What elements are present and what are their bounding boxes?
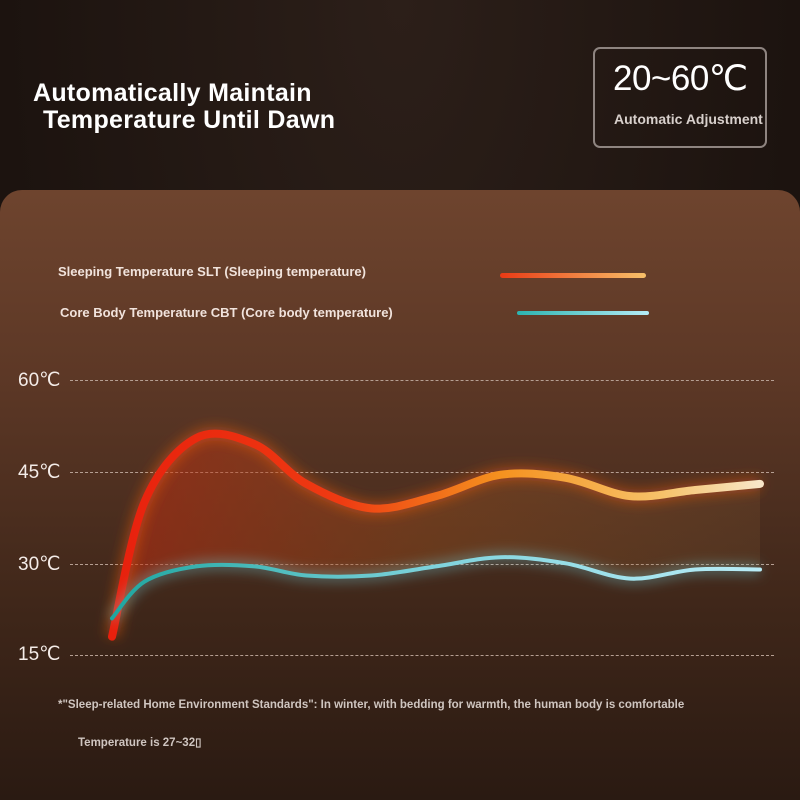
headline-line-2: Temperature Until Dawn — [43, 106, 336, 134]
legend-label-cbt: Core Body Temperature CBT (Core body tem… — [60, 305, 393, 320]
cbt-series-line — [110, 555, 762, 621]
y-tick-label-15: 15℃ — [18, 644, 61, 665]
slt-series-line — [108, 429, 764, 641]
y-tick-label-30: 30℃ — [18, 554, 61, 575]
headline: Automatically Maintain Temperature Until… — [33, 80, 335, 134]
grid-line-15 — [70, 655, 774, 656]
temperature-range-caption: Automatic Adjustment — [614, 111, 763, 127]
y-tick-label-45: 45℃ — [18, 462, 61, 483]
footnote-line-2: Temperature is 27~32▯ — [78, 737, 202, 749]
legend-swatch-cbt — [517, 311, 649, 315]
legend-swatch-slt — [500, 273, 646, 278]
grid-line-60 — [70, 380, 774, 381]
slt-area-fill — [112, 433, 760, 637]
y-tick-label-60: 60℃ — [18, 370, 61, 391]
legend-label-slt: Sleeping Temperature SLT (Sleeping tempe… — [58, 264, 366, 279]
footnote-line-1: *"Sleep-related Home Environment Standar… — [58, 699, 685, 711]
headline-line-1: Automatically Maintain — [33, 79, 312, 107]
temperature-range-badge: 20~60℃ Automatic Adjustment — [593, 47, 767, 148]
grid-line-45 — [70, 472, 774, 473]
temperature-range-value: 20~60℃ — [613, 59, 748, 98]
